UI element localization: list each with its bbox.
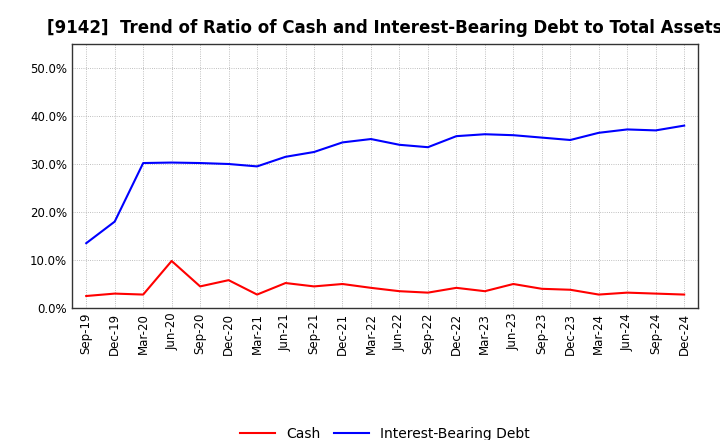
Interest-Bearing Debt xyxy=(139,161,148,166)
Interest-Bearing Debt xyxy=(310,149,318,154)
Cash xyxy=(310,284,318,289)
Cash xyxy=(253,292,261,297)
Interest-Bearing Debt xyxy=(452,133,461,139)
Cash xyxy=(110,291,119,296)
Cash xyxy=(196,284,204,289)
Legend: Cash, Interest-Bearing Debt: Cash, Interest-Bearing Debt xyxy=(235,421,536,440)
Interest-Bearing Debt xyxy=(395,142,404,147)
Cash xyxy=(225,278,233,283)
Interest-Bearing Debt xyxy=(623,127,631,132)
Interest-Bearing Debt xyxy=(282,154,290,159)
Interest-Bearing Debt xyxy=(537,135,546,140)
Line: Cash: Cash xyxy=(86,261,684,296)
Interest-Bearing Debt xyxy=(423,145,432,150)
Interest-Bearing Debt xyxy=(595,130,603,136)
Cash xyxy=(480,289,489,294)
Interest-Bearing Debt xyxy=(82,241,91,246)
Interest-Bearing Debt xyxy=(338,140,347,145)
Interest-Bearing Debt xyxy=(167,160,176,165)
Interest-Bearing Debt xyxy=(110,219,119,224)
Cash xyxy=(366,285,375,290)
Interest-Bearing Debt xyxy=(225,161,233,167)
Interest-Bearing Debt xyxy=(253,164,261,169)
Interest-Bearing Debt xyxy=(196,161,204,166)
Cash xyxy=(282,280,290,286)
Cash xyxy=(82,293,91,299)
Cash xyxy=(423,290,432,295)
Cash xyxy=(595,292,603,297)
Interest-Bearing Debt xyxy=(680,123,688,128)
Interest-Bearing Debt xyxy=(480,132,489,137)
Line: Interest-Bearing Debt: Interest-Bearing Debt xyxy=(86,125,684,243)
Interest-Bearing Debt xyxy=(509,132,518,138)
Cash xyxy=(680,292,688,297)
Title: [9142]  Trend of Ratio of Cash and Interest-Bearing Debt to Total Assets: [9142] Trend of Ratio of Cash and Intere… xyxy=(48,19,720,37)
Cash xyxy=(139,292,148,297)
Cash xyxy=(652,291,660,296)
Cash xyxy=(566,287,575,293)
Cash xyxy=(623,290,631,295)
Cash xyxy=(537,286,546,291)
Interest-Bearing Debt xyxy=(366,136,375,142)
Cash xyxy=(509,281,518,286)
Interest-Bearing Debt xyxy=(652,128,660,133)
Cash xyxy=(452,285,461,290)
Cash xyxy=(167,258,176,264)
Cash xyxy=(338,281,347,286)
Cash xyxy=(395,289,404,294)
Interest-Bearing Debt xyxy=(566,137,575,143)
